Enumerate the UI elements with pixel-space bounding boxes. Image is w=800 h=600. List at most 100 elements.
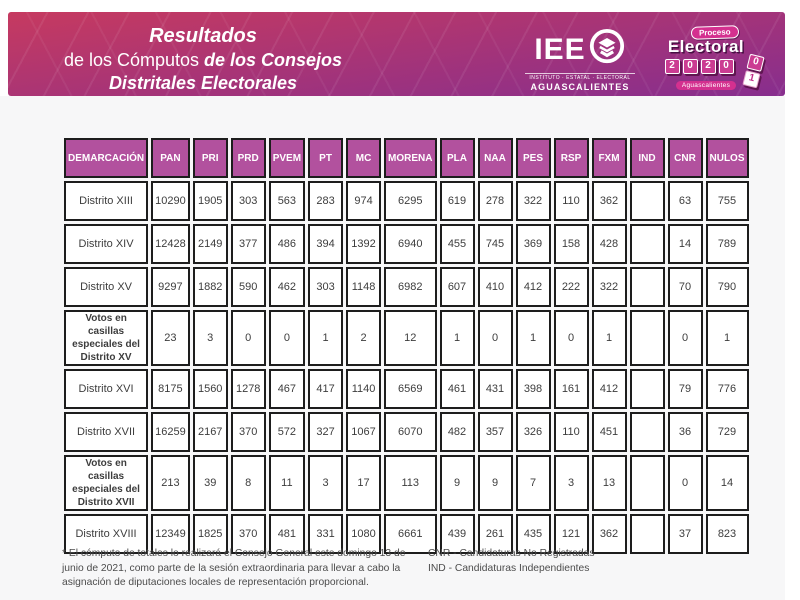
legend-ind: IND - Candidaturas Independientes — [428, 562, 590, 574]
result-cell: 8 — [230, 455, 266, 511]
result-cell: 369 — [515, 224, 551, 264]
result-cell: 486 — [268, 224, 306, 264]
result-cell: 326 — [515, 412, 551, 452]
year-digit-cube: 2 — [664, 58, 680, 74]
result-cell: 1080 — [346, 514, 382, 554]
result-cell: 39 — [192, 455, 228, 511]
result-cell: 0 — [667, 310, 703, 366]
result-cell: 412 — [515, 267, 551, 307]
row-label: Votos en casillas especiales del Distrit… — [64, 310, 149, 366]
result-cell: 12 — [384, 310, 437, 366]
iee-logo: IEE INSTITUTO · ESTATAL · ELECTORAL AGUA… — [525, 28, 635, 92]
result-cell: 3 — [553, 455, 589, 511]
side-digit-cube: 1 — [742, 69, 761, 88]
title-line-2: de los Cómputos de los Consejos — [63, 50, 343, 70]
footnote-totales: * El cómputo de totales lo realizará el … — [62, 548, 406, 589]
year-digit-cube: 0 — [682, 58, 698, 74]
column-header: PAN — [151, 138, 190, 178]
column-header: MORENA — [384, 138, 437, 178]
result-cell: 9 — [439, 455, 475, 511]
result-cell: 3 — [308, 455, 344, 511]
result-cell: 121 — [553, 514, 589, 554]
result-cell: 261 — [477, 514, 513, 554]
result-cell: 213 — [151, 455, 190, 511]
row-label: Distrito XIV — [64, 224, 149, 264]
result-cell: 6569 — [384, 369, 437, 409]
year-digit-cube: 2 — [700, 58, 716, 74]
result-cell: 17 — [346, 455, 382, 511]
result-cell: 12428 — [151, 224, 190, 264]
result-cell: 37 — [667, 514, 703, 554]
result-cell: 1825 — [192, 514, 228, 554]
page-title: Resultados de los Cómputos de los Consej… — [38, 23, 368, 96]
column-header: NAA — [477, 138, 513, 178]
result-cell: 2167 — [192, 412, 228, 452]
result-cell: 435 — [515, 514, 551, 554]
result-cell: 789 — [705, 224, 749, 264]
result-cell: 412 — [591, 369, 627, 409]
table-row: Distrito XVI 8175 1560 1278 467 417 1140 6569 46… — [64, 369, 749, 409]
result-cell — [629, 514, 665, 554]
result-cell: 7 — [515, 455, 551, 511]
result-cell: 1278 — [230, 369, 266, 409]
result-cell: 3 — [192, 310, 228, 366]
table-row: Distrito XIV 12428 2149 377 486 394 1392 6940 45… — [64, 224, 749, 264]
result-cell — [629, 369, 665, 409]
result-cell: 1 — [308, 310, 344, 366]
result-cell: 303 — [230, 181, 266, 221]
table-row: Distrito XV 9297 1882 590 462 303 1148 6982 607 4… — [64, 267, 749, 307]
column-header: DEMARCACIÓN — [64, 138, 149, 178]
result-cell: 357 — [477, 412, 513, 452]
result-cell: 1905 — [192, 181, 228, 221]
footnotes: * El cómputo de totales lo realizará el … — [62, 547, 744, 591]
result-cell: 158 — [553, 224, 589, 264]
table-row: Distrito XVIII 12349 1825 370 481 331 1080 6661… — [64, 514, 749, 554]
result-cell: 110 — [553, 412, 589, 452]
result-cell: 322 — [515, 181, 551, 221]
column-header: CNR — [667, 138, 703, 178]
result-cell: 572 — [268, 412, 306, 452]
row-label: Distrito XIII — [64, 181, 149, 221]
result-cell: 590 — [230, 267, 266, 307]
row-label: Distrito XVI — [64, 369, 149, 409]
result-cell: 322 — [591, 267, 627, 307]
result-cell — [629, 181, 665, 221]
column-header: NULOS — [705, 138, 749, 178]
result-cell: 729 — [705, 412, 749, 452]
result-cell: 1067 — [346, 412, 382, 452]
column-header: RSP — [553, 138, 589, 178]
result-cell: 0 — [230, 310, 266, 366]
result-cell: 428 — [591, 224, 627, 264]
table-row: Distrito XIII 10290 1905 303 563 283 974 6295 61… — [64, 181, 749, 221]
result-cell: 1560 — [192, 369, 228, 409]
result-cell: 8175 — [151, 369, 190, 409]
title-line-3: Distritales Electorales — [108, 73, 298, 94]
result-cell: 14 — [705, 455, 749, 511]
column-header: IND — [629, 138, 665, 178]
iee-location: AGUASCALIENTES — [530, 82, 630, 92]
year-cubes: 2 0 2 0 — [653, 58, 759, 74]
result-cell: 431 — [477, 369, 513, 409]
proceso-badge: Proceso — [690, 24, 739, 40]
column-header: PES — [515, 138, 551, 178]
result-cell: 1 — [439, 310, 475, 366]
result-cell: 12349 — [151, 514, 190, 554]
result-cell: 1 — [591, 310, 627, 366]
result-cell: 370 — [230, 514, 266, 554]
result-cell: 467 — [268, 369, 306, 409]
result-cell: 1140 — [346, 369, 382, 409]
logo-group: IEE INSTITUTO · ESTATAL · ELECTORAL AGUA… — [525, 24, 765, 92]
result-cell: 10290 — [151, 181, 190, 221]
result-cell: 327 — [308, 412, 344, 452]
result-cell: 113 — [384, 455, 437, 511]
result-cell: 79 — [667, 369, 703, 409]
column-header: FXM — [591, 138, 627, 178]
ballot-box-icon — [588, 28, 626, 71]
result-cell: 410 — [477, 267, 513, 307]
result-cell: 362 — [591, 181, 627, 221]
result-cell: 1 — [705, 310, 749, 366]
legend-abbreviations: CNR - Candidaturas No Registradas IND - … — [428, 547, 595, 591]
result-cell — [629, 267, 665, 307]
result-cell: 278 — [477, 181, 513, 221]
result-cell: 563 — [268, 181, 306, 221]
